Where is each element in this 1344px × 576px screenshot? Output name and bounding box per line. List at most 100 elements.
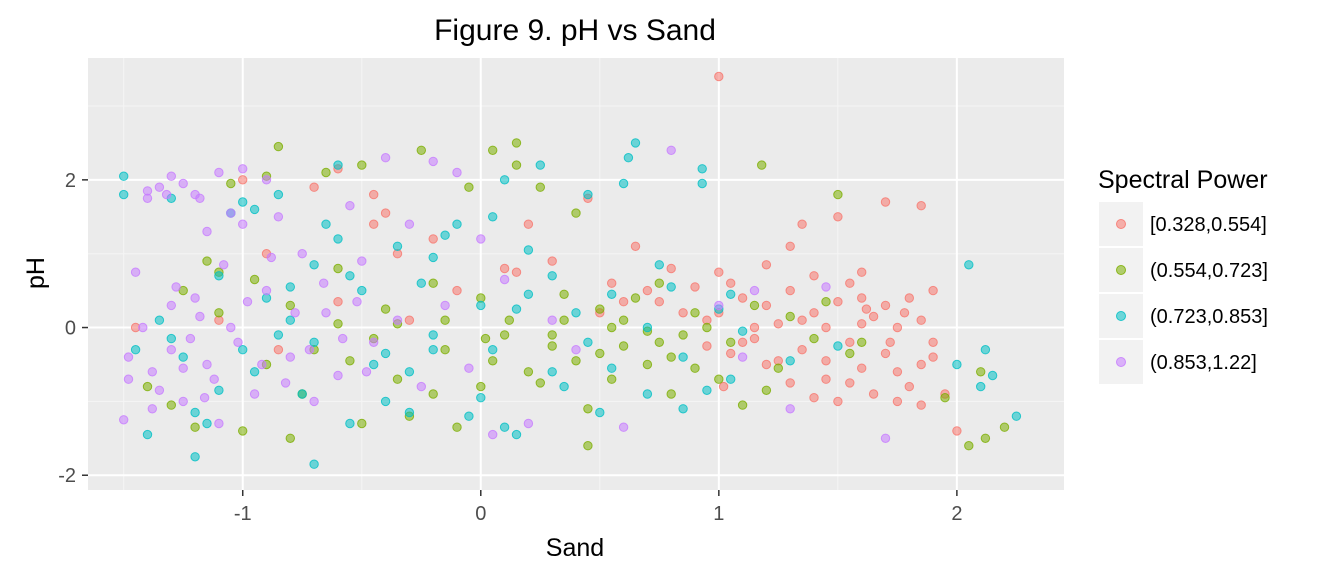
scatter-point-series-4 xyxy=(321,308,331,318)
scatter-point-series-3 xyxy=(726,374,736,384)
scatter-point-series-2 xyxy=(452,422,462,432)
scatter-point-series-1 xyxy=(857,267,867,277)
scatter-point-series-2 xyxy=(833,189,843,200)
scatter-point-series-3 xyxy=(642,322,653,333)
scatter-point-series-2 xyxy=(238,426,248,436)
scatter-point-series-4 xyxy=(130,267,141,277)
scatter-point-series-1 xyxy=(785,285,795,296)
scatter-point-series-3 xyxy=(697,164,707,174)
scatter-point-series-4 xyxy=(154,385,165,395)
scatter-point-series-4 xyxy=(404,219,415,229)
scatter-point-series-3 xyxy=(511,304,522,314)
scatter-point-series-1 xyxy=(726,278,736,288)
scatter-point-series-1 xyxy=(630,241,641,252)
scatter-point-series-4 xyxy=(161,189,172,200)
scatter-point-series-1 xyxy=(857,319,867,329)
scatter-point-series-2 xyxy=(821,297,831,307)
scatter-point-series-3 xyxy=(297,389,307,399)
scatter-point-series-4 xyxy=(666,145,676,156)
scatter-point-series-2 xyxy=(345,356,355,366)
scatter-point-series-1 xyxy=(666,263,676,274)
x-tick-label: 1 xyxy=(713,503,724,525)
scatter-point-series-3 xyxy=(357,285,367,296)
scatter-point-series-2 xyxy=(249,274,260,285)
scatter-point-series-2 xyxy=(559,289,569,299)
scatter-point-series-3 xyxy=(499,175,510,185)
scatter-point-series-1 xyxy=(499,263,510,274)
scatter-point-series-3 xyxy=(309,337,319,347)
scatter-point-series-2 xyxy=(607,322,617,333)
scatter-point-series-3 xyxy=(166,333,177,344)
scatter-point-series-1 xyxy=(369,189,379,200)
scatter-point-series-4 xyxy=(185,333,196,344)
scatter-point-series-1 xyxy=(885,337,895,347)
scatter-point-series-1 xyxy=(547,256,557,266)
scatter-point-series-4 xyxy=(233,337,243,347)
scatter-point-series-2 xyxy=(547,341,557,351)
scatter-point-series-1 xyxy=(797,219,807,229)
scatter-point-series-3 xyxy=(428,345,438,355)
x-tick-label: 2 xyxy=(951,503,962,525)
scatter-point-series-4 xyxy=(219,260,229,270)
scatter-point-series-4 xyxy=(199,393,210,403)
scatter-point-series-3 xyxy=(547,367,557,377)
scatter-point-series-4 xyxy=(209,374,219,384)
scatter-point-series-2 xyxy=(571,208,581,218)
y-tick-label: 0 xyxy=(65,318,76,340)
scatter-point-series-3 xyxy=(440,230,450,240)
scatter-point-series-1 xyxy=(833,297,843,307)
scatter-point-series-4 xyxy=(440,300,450,311)
scatter-point-series-3 xyxy=(392,241,403,252)
scatter-point-series-2 xyxy=(202,256,212,266)
scatter-point-series-4 xyxy=(309,396,319,407)
scatter-point-series-3 xyxy=(309,459,319,469)
legend: Spectral Power [0.328,0.554] (0.554,0.723… xyxy=(1098,166,1268,384)
minor-gridlines xyxy=(88,58,1064,490)
scatter-point-series-1 xyxy=(892,396,903,407)
scatter-point-series-1 xyxy=(880,348,891,359)
scatter-point-series-2 xyxy=(714,374,724,384)
scatter-point-series-4 xyxy=(297,249,307,259)
scatter-point-series-1 xyxy=(749,333,760,344)
scatter-point-series-3 xyxy=(285,282,295,292)
scatter-point-series-4 xyxy=(749,285,760,296)
scatter-point-series-2 xyxy=(428,389,438,399)
scatter-point-series-3 xyxy=(333,160,343,170)
scatter-point-series-4 xyxy=(476,234,486,244)
scatter-point-series-4 xyxy=(147,367,158,377)
scatter-point-series-3 xyxy=(321,219,331,229)
scatter-point-series-3 xyxy=(535,160,545,170)
scatter-point-series-1 xyxy=(726,348,736,359)
scatter-point-series-3 xyxy=(523,245,534,255)
scatter-point-series-4 xyxy=(499,274,510,285)
legend-label: (0.723,0.853] xyxy=(1150,306,1268,328)
scatter-point-series-3 xyxy=(952,359,962,370)
scatter-point-series-3 xyxy=(976,381,986,392)
scatter-point-series-3 xyxy=(249,367,260,377)
scatter-point-series-3 xyxy=(345,418,355,429)
scatter-point-series-3 xyxy=(511,429,522,440)
scatter-point-series-2 xyxy=(999,422,1010,432)
scatter-point-series-3 xyxy=(623,153,634,163)
scatter-point-series-1 xyxy=(833,396,843,407)
scatter-point-series-2 xyxy=(690,363,700,373)
scatter-point-series-2 xyxy=(630,293,641,303)
scatter-point-series-1 xyxy=(511,267,522,277)
scatter-point-series-2 xyxy=(749,300,760,311)
y-axis-title: pH xyxy=(22,257,50,289)
scatter-point-series-1 xyxy=(404,315,415,325)
scatter-point-series-4 xyxy=(416,381,426,392)
scatter-point-series-2 xyxy=(273,141,284,152)
scatter-point-series-2 xyxy=(845,348,855,359)
scatter-point-series-3 xyxy=(476,300,486,311)
scatter-point-series-4 xyxy=(166,345,177,355)
y-tick-label: 2 xyxy=(65,170,76,192)
scatter-point-series-3 xyxy=(833,341,843,351)
scatter-point-series-1 xyxy=(761,300,772,311)
scatter-point-series-3 xyxy=(285,315,295,325)
scatter-point-series-2 xyxy=(504,315,514,325)
scatter-point-series-2 xyxy=(333,263,343,274)
scatter-point-series-3 xyxy=(273,330,284,340)
chart-title: Figure 9. pH vs Sand xyxy=(434,14,716,47)
scatter-point-series-1 xyxy=(737,337,748,347)
